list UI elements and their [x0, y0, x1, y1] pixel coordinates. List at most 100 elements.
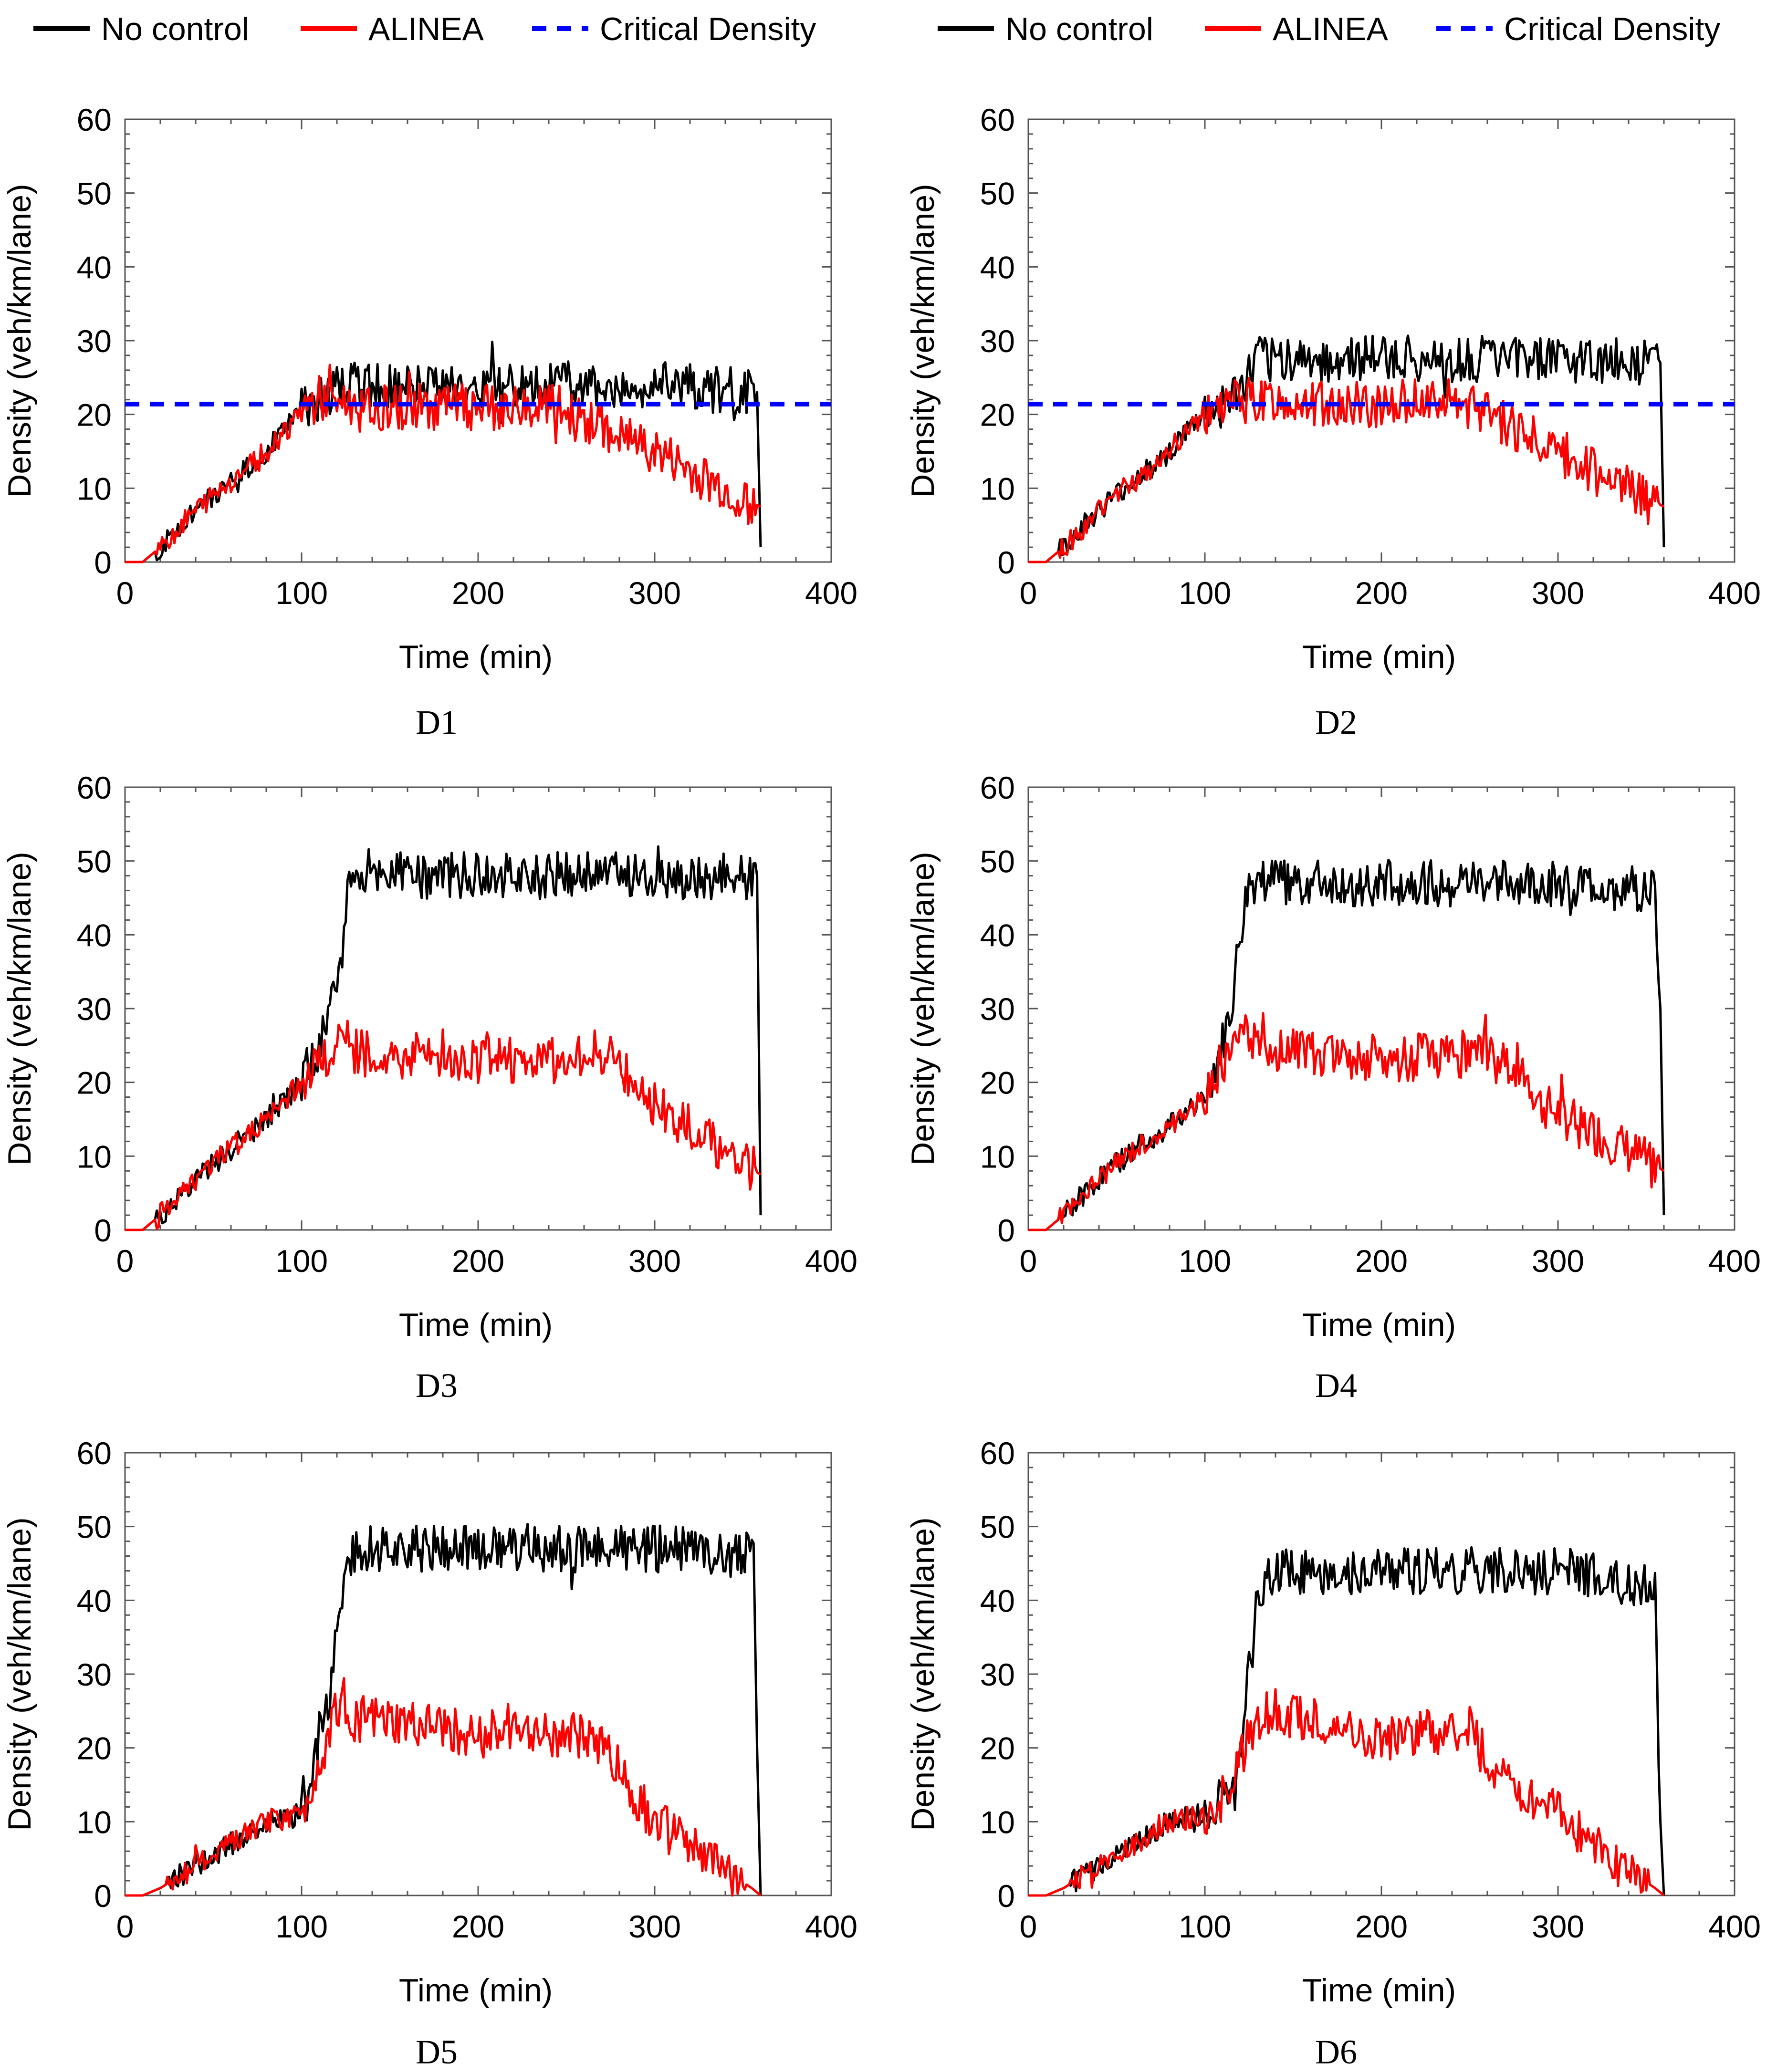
y-tick-label: 40: [77, 917, 112, 953]
x-tick-label: 0: [1020, 575, 1037, 611]
y-tick-label: 60: [77, 770, 112, 805]
series-line-alinea: [125, 1020, 762, 1231]
legend-label-alinea: ALINEA: [1273, 11, 1389, 47]
chart-panel-d2: 0 100 200 300 400 0 10 20 30 40 50 60 Time (min) Dens…: [905, 102, 1761, 741]
y-tick-label: 30: [77, 1657, 112, 1692]
y-tick-label: 60: [980, 1436, 1015, 1471]
x-tick-label: 400: [805, 1243, 857, 1279]
y-tick-label: 20: [77, 1065, 112, 1101]
x-tick-label: 400: [1708, 1909, 1761, 1944]
x-tick-label: 0: [116, 1909, 134, 1944]
x-tick-label: 400: [1708, 1243, 1761, 1279]
y-tick-label: 10: [980, 1804, 1015, 1840]
x-tick-label: 300: [1532, 1909, 1584, 1944]
y-tick-label: 50: [77, 1510, 112, 1545]
x-tick-label: 300: [1532, 575, 1584, 611]
y-tick-label: 30: [980, 323, 1015, 359]
y-tick-label: 0: [997, 1878, 1015, 1914]
y-tick-label: 40: [77, 1583, 112, 1618]
y-tick-label: 40: [980, 1583, 1015, 1618]
legend-label-no-control: No control: [101, 11, 249, 47]
chart-panel-d3: 0 100 200 300 400 0 10 20 30 40 50 60 Time (min) Dens…: [1, 770, 857, 1405]
x-tick-label: 400: [805, 575, 857, 611]
panel-caption: D5: [416, 2033, 458, 2071]
x-tick-label: 100: [275, 1909, 328, 1944]
panel-caption: D6: [1315, 2033, 1357, 2071]
y-tick-label: 60: [77, 1436, 112, 1471]
legend-left: No control ALINEA Critical Density: [33, 11, 816, 47]
x-tick-label: 200: [1355, 1909, 1408, 1944]
x-tick-label: 0: [116, 575, 134, 611]
y-tick-label: 20: [980, 397, 1015, 433]
x-tick-label: 300: [628, 1243, 681, 1279]
legend-label-alinea: ALINEA: [368, 11, 484, 47]
y-axis-label: Density (veh/km/lane): [1, 1517, 38, 1831]
y-tick-label: 30: [77, 991, 112, 1027]
x-tick-label: 0: [1020, 1243, 1037, 1279]
series-line-no-control: [1028, 858, 1665, 1231]
y-tick-label: 50: [77, 844, 112, 879]
legend-entry-critical-density: Critical Density: [532, 11, 816, 47]
x-tick-label: 300: [1532, 1243, 1584, 1279]
y-tick-label: 20: [77, 397, 112, 433]
y-axis-label: Density (veh/km/lane): [1, 184, 38, 498]
x-tick-label: 100: [1179, 1243, 1231, 1279]
chart-panel-d4: 0 100 200 300 400 0 10 20 30 40 50 60 Time (min) Dens…: [905, 770, 1761, 1405]
x-tick-label: 200: [452, 1909, 504, 1944]
x-tick-label: 400: [1708, 575, 1761, 611]
chart-panel-d1: 0 100 200 300 400 0 10 20 30 40 50 60 Time (min) Dens…: [1, 102, 857, 741]
y-axis-label: Density (veh/km/lane): [1, 852, 38, 1166]
x-tick-label: 100: [275, 1243, 328, 1279]
y-tick-label: 50: [980, 1510, 1015, 1545]
y-tick-label: 10: [77, 471, 112, 506]
x-tick-label: 100: [275, 575, 328, 611]
x-axis-label: Time (min): [399, 1307, 553, 1343]
panel-caption: D3: [416, 1366, 458, 1405]
series-line-no-control: [125, 1523, 762, 1897]
y-axis-label: Density (veh/km/lane): [905, 184, 941, 498]
y-tick-label: 60: [77, 102, 112, 137]
x-axis-label: Time (min): [1302, 1972, 1456, 2009]
x-tick-label: 100: [1179, 1909, 1231, 1944]
chart-panel-d6: 0 100 200 300 400 0 10 20 30 40 50 60 Time (min) Dens…: [905, 1436, 1761, 2071]
chart-panel-d5: 0 100 200 300 400 0 10 20 30 40 50 60 Time (min) Dens…: [1, 1436, 857, 2071]
panel-caption: D4: [1315, 1366, 1357, 1405]
legend-entry-no-control: No control: [938, 11, 1153, 47]
legend-entry-alinea: ALINEA: [1205, 11, 1389, 47]
series-line-alinea: [125, 1677, 762, 1897]
legend-entry-alinea: ALINEA: [301, 11, 484, 47]
y-tick-label: 0: [94, 545, 112, 580]
series-line-alinea: [125, 364, 762, 563]
x-tick-label: 0: [1020, 1909, 1037, 1944]
x-tick-label: 300: [628, 575, 681, 611]
legend-right: No control ALINEA Critical Density: [938, 11, 1720, 47]
x-tick-label: 200: [1355, 1243, 1408, 1279]
y-tick-label: 10: [980, 1139, 1015, 1174]
y-tick-label: 50: [980, 844, 1015, 879]
y-tick-label: 10: [980, 471, 1015, 506]
y-tick-label: 10: [77, 1804, 112, 1840]
x-tick-label: 400: [805, 1909, 857, 1944]
legend-entry-critical-density: Critical Density: [1436, 11, 1720, 47]
legend-entry-no-control: No control: [33, 11, 249, 47]
y-tick-label: 20: [980, 1731, 1015, 1766]
y-tick-label: 20: [77, 1731, 112, 1766]
y-tick-label: 50: [980, 176, 1015, 211]
x-tick-label: 200: [1355, 575, 1408, 611]
y-axis-label: Density (veh/km/lane): [905, 852, 941, 1166]
series-line-alinea: [1028, 1012, 1665, 1231]
y-tick-label: 0: [997, 545, 1015, 580]
series-line-no-control: [1028, 1546, 1665, 1897]
y-tick-label: 0: [997, 1213, 1015, 1248]
y-tick-label: 30: [77, 323, 112, 359]
x-tick-label: 300: [628, 1909, 681, 1944]
legend-label-critical-density: Critical Density: [600, 11, 816, 47]
x-tick-label: 200: [452, 575, 504, 611]
x-tick-label: 200: [452, 1243, 504, 1279]
y-tick-label: 30: [980, 991, 1015, 1027]
y-tick-label: 50: [77, 176, 112, 211]
series-line-no-control: [125, 845, 762, 1231]
y-tick-label: 0: [94, 1878, 112, 1914]
